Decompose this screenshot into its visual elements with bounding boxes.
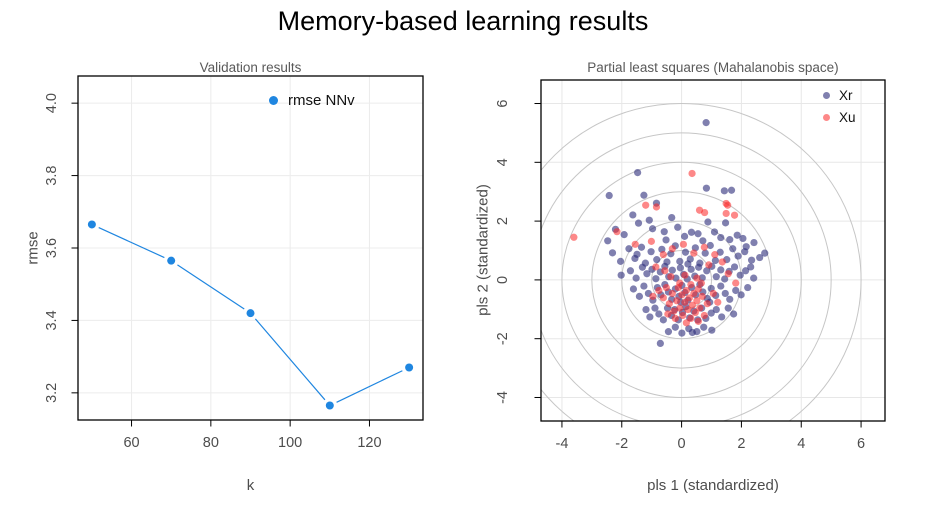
main-title: Memory-based learning results [277,6,649,36]
left-yaxis-label: rmse [24,231,42,265]
svg-text:3.8: 3.8 [44,165,60,185]
left-plot-title: Validation results [199,60,302,75]
legend-row-xu: Xu [823,106,856,128]
svg-text:3.6: 3.6 [44,238,60,258]
svg-text:0: 0 [678,436,686,452]
svg-text:4: 4 [797,436,805,452]
svg-text:3.4: 3.4 [44,310,60,330]
svg-text:60: 60 [123,435,139,451]
left-xaxis-label: k [246,477,255,494]
svg-text:0: 0 [495,276,511,284]
svg-text:-2: -2 [615,436,628,452]
svg-text:2: 2 [737,436,745,452]
svg-text:-4: -4 [555,436,568,452]
right-plot-title: Partial least squares (Mahalanobis space… [587,60,839,75]
rmse-legend-label: rmse NNv [288,92,355,109]
svg-text:120: 120 [357,435,381,451]
right-legend: Xr Xu [823,84,856,128]
rmse-legend-dot [269,96,278,105]
xr-legend-dot [823,91,830,99]
svg-text:-4: -4 [495,391,511,404]
svg-text:4: 4 [495,158,511,166]
xu-legend-dot [823,113,830,121]
svg-text:4.0: 4.0 [44,93,60,113]
svg-text:3.2: 3.2 [44,383,60,403]
legend-row-xr: Xr [823,84,856,106]
xu-legend-label: Xu [839,109,856,125]
right-yaxis-label: pls 2 (standardized) [474,184,492,316]
svg-text:6: 6 [857,436,865,452]
svg-text:100: 100 [278,435,302,451]
svg-text:-2: -2 [495,332,511,345]
xr-legend-label: Xr [839,87,853,103]
svg-text:2: 2 [495,217,511,225]
svg-text:6: 6 [495,99,511,107]
left-legend: rmse NNv [269,92,355,109]
right-xaxis-label: pls 1 (standardized) [647,477,779,494]
svg-text:80: 80 [203,435,219,451]
